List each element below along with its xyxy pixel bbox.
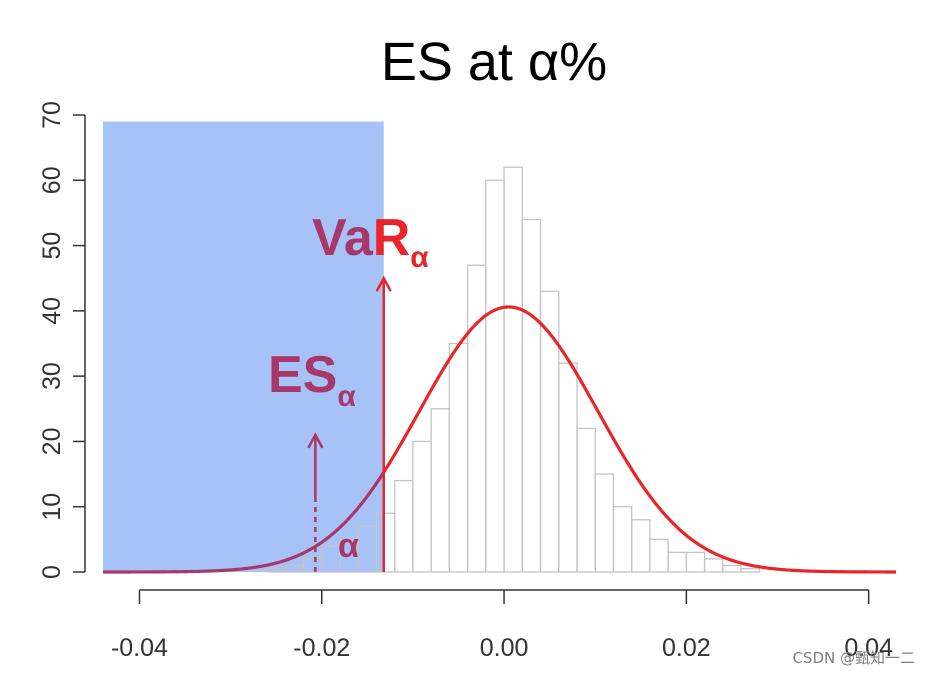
- histogram-bar: [466, 264, 487, 573]
- histogram-bar: [448, 342, 469, 573]
- histogram-bar: [485, 179, 505, 573]
- histogram-bar: [722, 564, 742, 573]
- x-tick-label: -0.04: [111, 634, 168, 662]
- tail-shaded-region: [103, 121, 384, 573]
- chart-title: ES at α%: [381, 32, 607, 92]
- normal-curve: [382, 305, 896, 574]
- y-tick-label: 20: [38, 428, 66, 456]
- histogram-bar: [667, 551, 688, 573]
- histogram-bar: [430, 408, 451, 573]
- alpha-label: α: [338, 527, 359, 565]
- y-tick-label: 40: [38, 297, 66, 325]
- es-label-main: ES: [268, 346, 337, 404]
- histogram-bar: [740, 568, 760, 573]
- var-label-r: R: [373, 209, 411, 267]
- var-label-sub: α: [410, 241, 429, 274]
- histogram-bar: [631, 519, 651, 573]
- histogram-bar: [558, 362, 578, 573]
- histogram-bar: [649, 538, 669, 573]
- y-tick-label: 0: [38, 565, 66, 579]
- y-tick-label: 30: [38, 362, 66, 390]
- histogram-bar: [703, 558, 724, 573]
- y-tick-label: 10: [38, 493, 66, 521]
- histogram-bar: [503, 166, 523, 573]
- watermark: CSDN @甄知一二: [792, 649, 915, 667]
- es-label-sub: α: [337, 380, 356, 413]
- es-label: ESα: [268, 346, 356, 413]
- var-arrowhead: [375, 275, 392, 292]
- histogram-bar: [394, 479, 414, 573]
- histogram-bar: [594, 473, 615, 573]
- es-arrowhead: [307, 432, 324, 449]
- x-tick-label: 0.04: [844, 634, 893, 662]
- y-tick-label: 60: [38, 166, 66, 194]
- histogram-bar: [685, 551, 706, 573]
- y-tick-label: 50: [38, 232, 66, 260]
- y-tick-label: 70: [38, 101, 66, 129]
- x-tick-label: 0.00: [480, 634, 529, 662]
- histogram-bar: [576, 427, 596, 573]
- histogram-bar: [612, 506, 633, 573]
- histogram-bar: [521, 218, 542, 573]
- x-tick-label: 0.02: [662, 634, 711, 662]
- x-tick-label: -0.02: [293, 634, 350, 662]
- histogram-bar: [412, 440, 432, 573]
- normal-curve-tail: [103, 471, 386, 574]
- var-label: VaRα: [312, 209, 429, 274]
- var-label-main: Va: [312, 209, 374, 267]
